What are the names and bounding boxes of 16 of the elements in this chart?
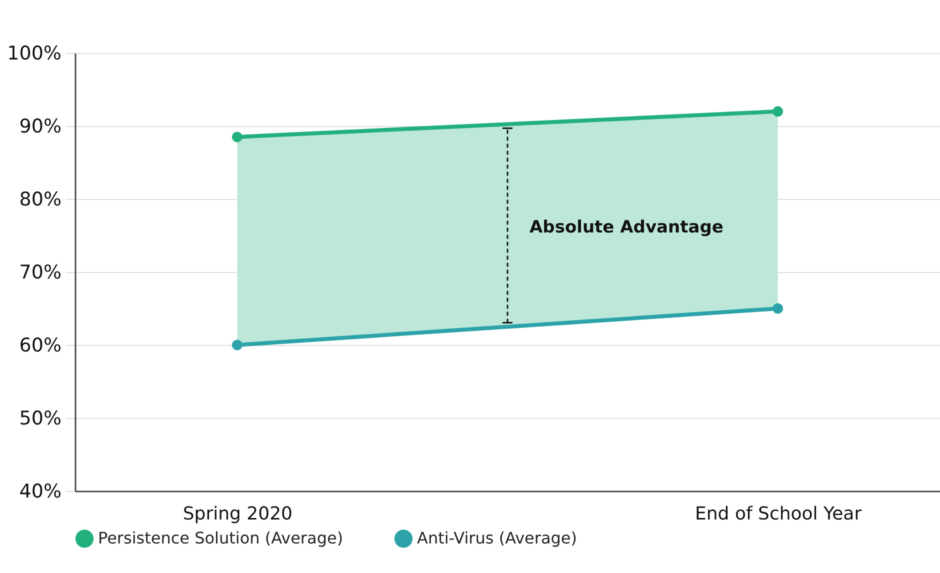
y-tick-label: 80% [19,188,62,210]
point [232,132,242,142]
y-tick-label: 40% [19,480,62,502]
annotation: Absolute Advantage [530,217,724,238]
y-tick-label: 100% [7,42,62,64]
y-tick-label: 50% [19,408,62,430]
legend-label: Persistence Solution (Average) [98,528,344,548]
y-tick-label: 60% [19,334,62,356]
point [232,340,242,350]
legend-label: Anti-Virus (Average) [417,528,578,548]
point [772,106,784,117]
x-tick-label: End of School Year [695,504,862,524]
y-tick-label: 70% [19,262,62,284]
y-tick-label: 90% [19,116,62,138]
x-tick-label: Spring 2020 [182,504,292,524]
point [772,303,784,314]
